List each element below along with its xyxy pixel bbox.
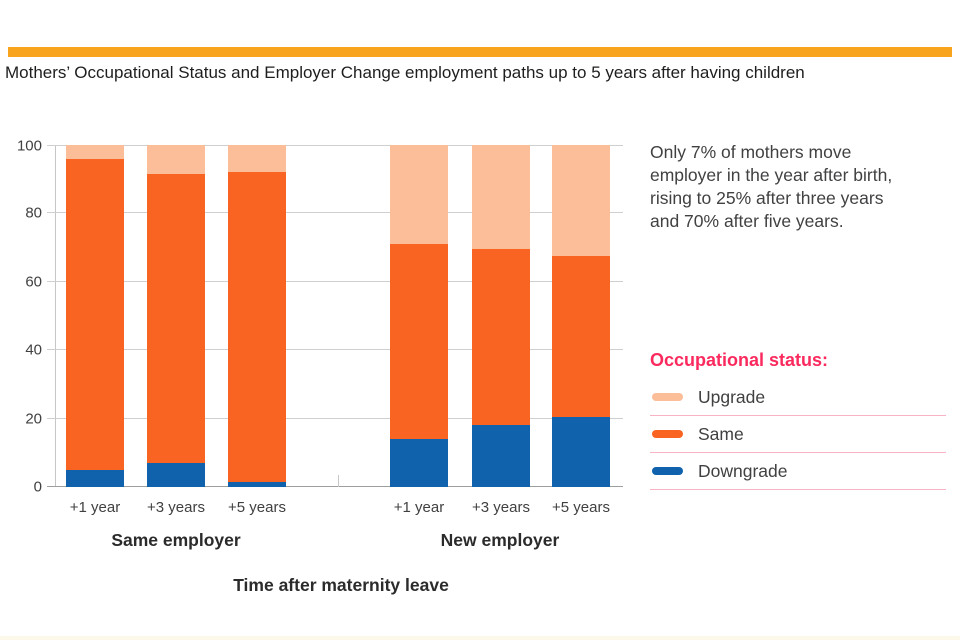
- gridline: [47, 418, 623, 419]
- bar-segment-same: [66, 158, 124, 470]
- chart-annotation: Only 7% of mothers move employer in the …: [650, 142, 893, 231]
- gridline: [47, 281, 623, 282]
- brand-accent-bar: [8, 47, 952, 57]
- downgrade-swatch-icon: [652, 467, 683, 475]
- y-tick-label: 0: [33, 478, 42, 496]
- stacked-bar-new-employer-1year: [390, 145, 448, 487]
- gridline: [47, 349, 623, 350]
- stacked-bar-new-employer-3years: [472, 145, 530, 487]
- bar-segment-upgrade: [228, 145, 286, 173]
- legend-title: Occupational status:: [650, 350, 829, 370]
- bar-segment-same: [147, 174, 205, 464]
- bar-segment-same: [228, 172, 286, 482]
- y-tick-label: 80: [25, 204, 42, 222]
- legend-item-upgrade: Upgrade: [650, 379, 946, 416]
- y-tick-label: 60: [25, 273, 42, 291]
- legend-item-label: Same: [698, 423, 744, 444]
- upgrade-swatch-icon: [652, 393, 683, 401]
- bar-segment-downgrade: [390, 439, 448, 487]
- stacked-bar-new-employer-5years: [552, 145, 610, 487]
- group-label-same-employer: Same employer: [111, 530, 241, 550]
- plot-area: 0 20 40 60 80 100 +1 year +3 years +5 years Same …: [17, 138, 623, 595]
- same-swatch-icon: [652, 430, 683, 438]
- bar-segment-same: [552, 256, 610, 417]
- stacked-bar-same-employer-5years: [228, 145, 286, 487]
- bar-segment-same: [390, 244, 448, 440]
- x-tick-label: +3 years: [472, 499, 530, 516]
- legend: Occupational status: Upgrade Same Downgrad…: [650, 350, 946, 490]
- bar-segment-upgrade: [147, 145, 205, 175]
- x-tick-label: +5 years: [228, 499, 286, 516]
- x-tick-label: +3 years: [147, 499, 205, 516]
- legend-item-label: Downgrade: [698, 460, 788, 481]
- stacked-bar-same-employer-1year: [66, 145, 124, 487]
- bar-segment-downgrade: [66, 469, 124, 487]
- page-title: Mothers’ Occupational Status and Employe…: [5, 63, 805, 82]
- bar-segment-upgrade: [390, 145, 448, 245]
- footer-strip: [0, 636, 960, 640]
- bar-segment-upgrade: [66, 145, 124, 159]
- gridline: [47, 145, 623, 146]
- legend-items: Upgrade Same Downgrade: [650, 379, 946, 490]
- bar-segment-downgrade: [472, 425, 530, 487]
- y-tick-label: 40: [25, 341, 42, 359]
- bar-segment-upgrade: [552, 145, 610, 257]
- bar-segment-same: [472, 249, 530, 426]
- bar-segment-upgrade: [472, 145, 530, 250]
- group-label-new-employer: New employer: [440, 530, 560, 550]
- legend-item-label: Upgrade: [698, 386, 766, 407]
- gridline: [47, 212, 623, 213]
- group-separator-tick: [338, 475, 339, 487]
- legend-item-downgrade: Downgrade: [650, 453, 946, 490]
- x-tick-label: +5 years: [552, 499, 610, 516]
- y-tick-label: 20: [25, 410, 42, 428]
- x-tick-label: +1 year: [69, 499, 121, 516]
- x-tick-label: +1 year: [393, 499, 445, 516]
- y-tick-label: 100: [16, 137, 42, 155]
- stacked-bar-same-employer-3years: [147, 145, 205, 487]
- bar-segment-downgrade: [228, 481, 286, 487]
- legend-item-same: Same: [650, 416, 946, 453]
- bar-segment-downgrade: [552, 416, 610, 487]
- bar-segment-downgrade: [147, 463, 205, 487]
- x-axis-line: [47, 486, 623, 487]
- x-axis-title: Time after maternity leave: [233, 575, 449, 595]
